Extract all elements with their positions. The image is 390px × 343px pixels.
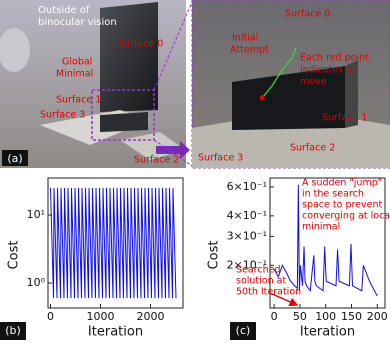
y-axis-label: Cost <box>207 241 222 270</box>
surface-1 <box>232 66 345 130</box>
panel-label-box <box>2 150 28 166</box>
annotation: 50th Iteration <box>236 287 301 298</box>
y-tick-label: 3×10⁻¹ <box>227 229 267 242</box>
annotation: space to prevent <box>302 200 383 211</box>
x-tick-label: 150 <box>341 310 362 323</box>
label: Surface 0 <box>285 9 330 20</box>
annotation: solution at <box>236 276 286 287</box>
panel-label: (b) <box>5 324 21 337</box>
annotation: Searched <box>236 265 281 276</box>
x-tick-label: 50 <box>293 310 307 323</box>
plot-area <box>269 177 386 309</box>
annotation-arrow <box>269 292 299 307</box>
label: indicates a <box>300 65 352 76</box>
annotation: minimal <box>302 222 340 233</box>
label: Outside of <box>38 5 90 16</box>
scene-left: Outside of binocular vision Surface 0 Gl… <box>0 0 186 168</box>
label: Surface 1 <box>322 113 367 124</box>
head <box>0 28 30 72</box>
x-tick-label: 2000 <box>137 310 165 323</box>
surface-panel <box>100 2 158 112</box>
label: Each red point <box>300 53 369 64</box>
zoom-line <box>153 1 193 91</box>
panel-label-box <box>230 322 256 340</box>
label: Surface 3 <box>40 110 85 121</box>
panel-label-box <box>0 322 26 340</box>
label: Minimal <box>56 69 93 80</box>
y-tick-label: 2×10⁻¹ <box>227 258 267 271</box>
x-tick-label: 0 <box>271 310 278 323</box>
scene-right: Surface 0 Initial Attempt Each red point… <box>191 0 390 169</box>
label: Attempt <box>230 45 269 56</box>
label: Surface 2 <box>134 155 179 166</box>
zoom-line <box>153 139 193 167</box>
y-tick-label: 10⁰ <box>27 276 46 289</box>
zoom-box <box>91 89 155 141</box>
label: binocular vision <box>38 17 117 28</box>
label: Surface 2 <box>290 143 335 154</box>
label: Initial <box>232 33 258 44</box>
x-axis-label: Iteration <box>300 325 355 340</box>
arrow <box>156 141 190 159</box>
label: Surface 1 <box>56 95 101 106</box>
x-axis-label: Iteration <box>88 325 143 340</box>
annotation: A sudden "jump" <box>302 178 382 189</box>
label: move <box>300 77 327 88</box>
surface-1-side <box>345 60 358 128</box>
annotation: converging at local <box>302 211 390 222</box>
surface-1 <box>100 112 148 132</box>
label: Surface 0 <box>118 39 163 50</box>
x-tick-label: 1000 <box>87 310 115 323</box>
annotation: in the search <box>302 189 364 200</box>
red-point <box>259 95 265 101</box>
label: Global <box>62 57 92 68</box>
line <box>273 184 378 297</box>
path <box>261 47 297 99</box>
line <box>50 187 177 299</box>
label: Surface 3 <box>198 153 243 164</box>
y-tick-label: 10¹ <box>27 208 45 221</box>
y-tick-label: 4×10⁻¹ <box>227 209 267 222</box>
panel-label: (c) <box>236 324 251 337</box>
panel-label: (a) <box>7 152 22 165</box>
x-tick-label: 0 <box>47 310 54 323</box>
y-axis-label: Cost <box>7 241 22 270</box>
x-tick-label: 200 <box>367 310 388 323</box>
y-tick-label: 6×10⁻¹ <box>227 180 267 193</box>
x-tick-label: 100 <box>315 310 336 323</box>
